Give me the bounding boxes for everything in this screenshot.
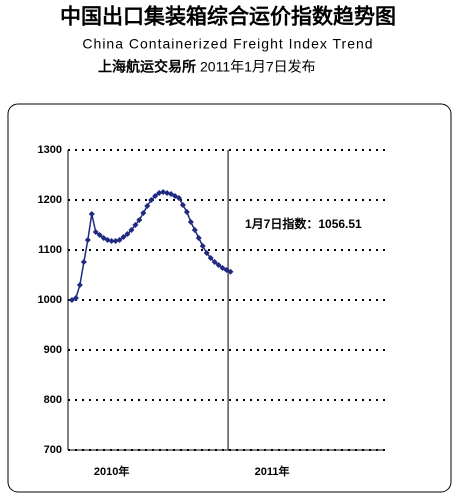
y-tick-label: 1100 xyxy=(38,244,62,256)
y-tick-label: 1000 xyxy=(38,294,62,306)
data-point xyxy=(80,259,87,265)
y-tick-label: 700 xyxy=(44,444,62,456)
data-point xyxy=(88,211,95,217)
data-point xyxy=(195,235,202,241)
chart-subtitle: China Containerized Freight Index Trend xyxy=(82,36,373,52)
data-point xyxy=(211,259,218,265)
data-point xyxy=(215,262,222,268)
x-tick-label: 2010年 xyxy=(94,464,129,478)
data-point xyxy=(144,203,151,209)
data-point xyxy=(183,209,190,215)
data-point xyxy=(124,231,131,237)
source: 上海航运交易所 xyxy=(98,59,196,75)
y-tick-label: 900 xyxy=(44,344,62,356)
y-tick-label: 800 xyxy=(44,394,62,406)
data-point xyxy=(148,197,155,203)
data-point xyxy=(136,217,143,223)
data-point xyxy=(175,195,182,201)
data-point xyxy=(152,193,159,199)
data-point xyxy=(128,227,135,233)
date-note: 2011年1月7日发布 xyxy=(200,59,316,75)
data-point xyxy=(76,282,83,288)
data-point xyxy=(140,210,147,216)
data-point xyxy=(132,222,139,228)
data-point xyxy=(116,237,123,243)
data-point xyxy=(187,219,194,225)
data-point xyxy=(227,268,234,275)
chart-title: 中国出口集装箱综合运价指数趋势图 xyxy=(60,5,396,29)
data-point xyxy=(203,250,210,256)
data-point xyxy=(108,238,115,244)
data-point xyxy=(120,234,127,240)
data-point xyxy=(96,232,103,238)
y-tick-label: 1300 xyxy=(38,144,62,156)
data-point xyxy=(207,255,214,261)
data-point xyxy=(92,229,99,235)
y-tick-label: 1200 xyxy=(38,194,62,206)
annotation: 1月7日指数：1056.51 xyxy=(245,216,362,231)
data-point xyxy=(179,202,186,208)
data-point xyxy=(199,243,206,249)
data-point xyxy=(72,295,79,301)
x-tick-label: 2011年 xyxy=(255,464,290,478)
data-point xyxy=(84,237,91,243)
data-point xyxy=(191,227,198,233)
